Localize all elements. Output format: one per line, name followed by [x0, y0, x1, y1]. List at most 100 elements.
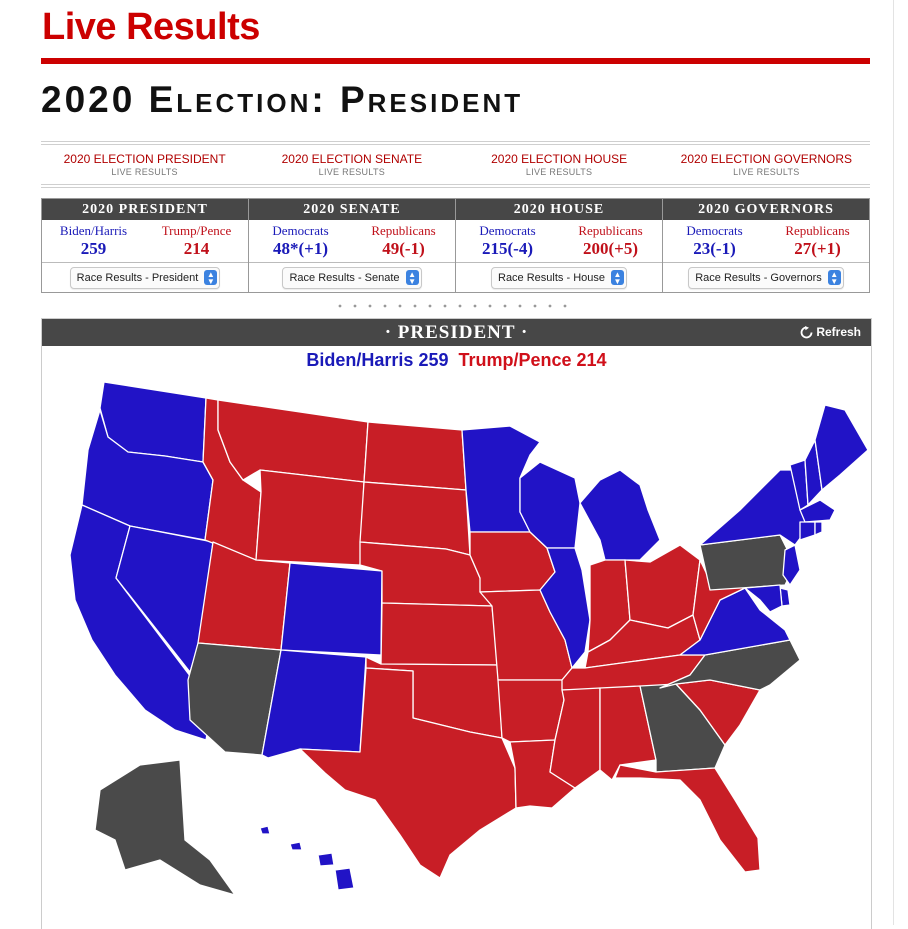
summary-rep-cell: Republicans 27(+1): [766, 220, 869, 262]
state-tx[interactable]: [299, 667, 517, 879]
summary-dem-cell: Biden/Harris 259: [42, 220, 145, 262]
summary-house: 2020 HOUSE Democrats 215(-4) Republicans…: [456, 199, 663, 292]
select-value: Race Results - Senate: [289, 271, 400, 284]
rep-label: Trump/Pence: [161, 223, 232, 238]
state-ks[interactable]: [380, 602, 499, 666]
select-value: Race Results - President: [76, 271, 199, 284]
dem-total: Biden/Harris 259: [306, 350, 449, 370]
us-electoral-map: [69, 381, 869, 896]
summary-dem-cell: Democrats 215(-4): [456, 220, 559, 262]
select-value: Race Results - Governors: [695, 271, 822, 284]
nav-link-label: 2020 ELECTION SENATE: [281, 152, 423, 166]
state-ct[interactable]: [799, 521, 816, 541]
nav-link-senate[interactable]: 2020 ELECTION SENATE LIVE RESULTS: [248, 152, 455, 179]
race-results-select-senate[interactable]: Race Results - Senate ▲ ▼: [282, 266, 422, 289]
summary-dem-cell: Democrats 23(-1): [663, 220, 766, 262]
page-edge-rule: [893, 0, 894, 925]
state-ri[interactable]: [814, 521, 823, 536]
nav-link-label: 2020 ELECTION HOUSE: [491, 152, 628, 166]
state-nc[interactable]: [659, 639, 801, 691]
dotted-separator: [338, 304, 567, 308]
nav-link-president[interactable]: 2020 ELECTION PRESIDENT LIVE RESULTS: [41, 152, 248, 179]
dem-label: Biden/Harris: [59, 223, 128, 238]
select-arrows-icon: ▲ ▼: [827, 270, 841, 286]
page: Live Results 2020 Election: President 20…: [41, 6, 872, 929]
rep-label: Republicans: [578, 223, 643, 238]
nav-link-label: 2020 ELECTION PRESIDENT: [63, 152, 226, 166]
nav-link-governors[interactable]: 2020 ELECTION GOVERNORS LIVE RESULTS: [663, 152, 870, 179]
race-results-select-house[interactable]: Race Results - House ▲ ▼: [491, 266, 627, 289]
state-nd[interactable]: [363, 421, 467, 491]
summary-rep-cell: Republicans 200(+5): [559, 220, 662, 262]
state-fl[interactable]: [614, 764, 761, 873]
refresh-label: Refresh: [816, 325, 861, 339]
state-nm[interactable]: [261, 649, 367, 759]
summary-header: 2020 SENATE: [249, 199, 455, 220]
nav-link-sublabel: LIVE RESULTS: [525, 167, 593, 177]
race-results-select-president[interactable]: Race Results - President ▲ ▼: [69, 266, 221, 289]
page-title: 2020 Election: President: [41, 79, 524, 120]
rep-value: 200(+5): [582, 239, 638, 258]
electoral-totals: Biden/Harris 259 Trump/Pence 214: [42, 349, 871, 371]
select-arrows-icon: ▲ ▼: [405, 270, 419, 286]
state-ma[interactable]: [799, 499, 836, 523]
rep-value: 27(+1): [794, 239, 841, 258]
dem-value: 215(-4): [482, 239, 533, 258]
map-panel-title: · PRESIDENT ·: [384, 322, 529, 343]
summary-footer: Race Results - Governors ▲ ▼: [663, 263, 869, 292]
rep-value: 49(-1): [382, 239, 425, 258]
summary-dem-cell: Democrats 48*(+1): [249, 220, 352, 262]
summary-president: 2020 PRESIDENT Biden/Harris 259 Trump/Pe…: [42, 199, 249, 292]
select-arrows-icon: ▲ ▼: [204, 270, 218, 286]
summary-counts: Democrats 48*(+1) Republicans 49(-1): [249, 220, 455, 263]
dem-value: 48*(+1): [272, 239, 328, 258]
select-arrows-icon: ▲ ▼: [611, 270, 624, 286]
state-co[interactable]: [280, 562, 383, 656]
summary-rep-cell: Republicans 49(-1): [352, 220, 455, 262]
state-nj[interactable]: [782, 544, 801, 586]
summary-counts: Democrats 215(-4) Republicans 200(+5): [456, 220, 662, 263]
state-wy[interactable]: [255, 469, 365, 566]
rep-label: Republicans: [785, 223, 850, 238]
nav-link-label: 2020 ELECTION GOVERNORS: [680, 152, 853, 166]
summary-header: 2020 HOUSE: [456, 199, 662, 220]
dem-label: Democrats: [272, 223, 329, 238]
state-me[interactable]: [814, 404, 869, 491]
summary-senate: 2020 SENATE Democrats 48*(+1) Republican…: [249, 199, 456, 292]
live-results-title: Live Results: [42, 6, 260, 48]
dem-value: 23(-1): [693, 239, 736, 258]
summary-rep-cell: Trump/Pence 214: [145, 220, 248, 262]
nav-link-sublabel: LIVE RESULTS: [733, 167, 800, 177]
refresh-icon: [800, 325, 813, 338]
nav-link-sublabel: LIVE RESULTS: [318, 167, 386, 177]
state-md[interactable]: [744, 584, 783, 613]
race-results-select-governors[interactable]: Race Results - Governors ▲ ▼: [688, 266, 844, 289]
state-mt[interactable]: [217, 399, 369, 483]
summary-header: 2020 PRESIDENT: [42, 199, 248, 220]
nav-link-house[interactable]: 2020 ELECTION HOUSE LIVE RESULTS: [456, 152, 663, 179]
nav-divider-bottom: [41, 184, 870, 188]
rep-label: Republicans: [371, 223, 436, 238]
map-panel-header: · PRESIDENT · Refresh: [42, 319, 871, 346]
nav-divider-top: [41, 141, 870, 145]
summary-governors: 2020 GOVERNORS Democrats 23(-1) Republic…: [663, 199, 869, 292]
summary-counts: Democrats 23(-1) Republicans 27(+1): [663, 220, 869, 263]
dem-label: Democrats: [479, 223, 536, 238]
state-hi[interactable]: [259, 825, 355, 891]
title-divider: [41, 58, 870, 64]
summary-footer: Race Results - Senate ▲ ▼: [249, 263, 455, 292]
results-summary-table: 2020 PRESIDENT Biden/Harris 259 Trump/Pe…: [41, 198, 870, 293]
dem-label: Democrats: [686, 223, 743, 238]
select-value: Race Results - House: [498, 271, 605, 284]
rep-total: Trump/Pence 214: [458, 350, 607, 370]
summary-counts: Biden/Harris 259 Trump/Pence 214: [42, 220, 248, 263]
nav-link-sublabel: LIVE RESULTS: [111, 167, 178, 177]
state-ak[interactable]: [94, 759, 236, 896]
state-ar[interactable]: [497, 679, 565, 743]
state-mi[interactable]: [579, 469, 661, 561]
race-nav: 2020 ELECTION PRESIDENT LIVE RESULTS 202…: [41, 152, 870, 179]
refresh-button[interactable]: Refresh: [800, 325, 861, 339]
rep-value: 214: [183, 239, 210, 258]
summary-footer: Race Results - House ▲ ▼: [456, 263, 662, 292]
dem-value: 259: [80, 239, 107, 258]
